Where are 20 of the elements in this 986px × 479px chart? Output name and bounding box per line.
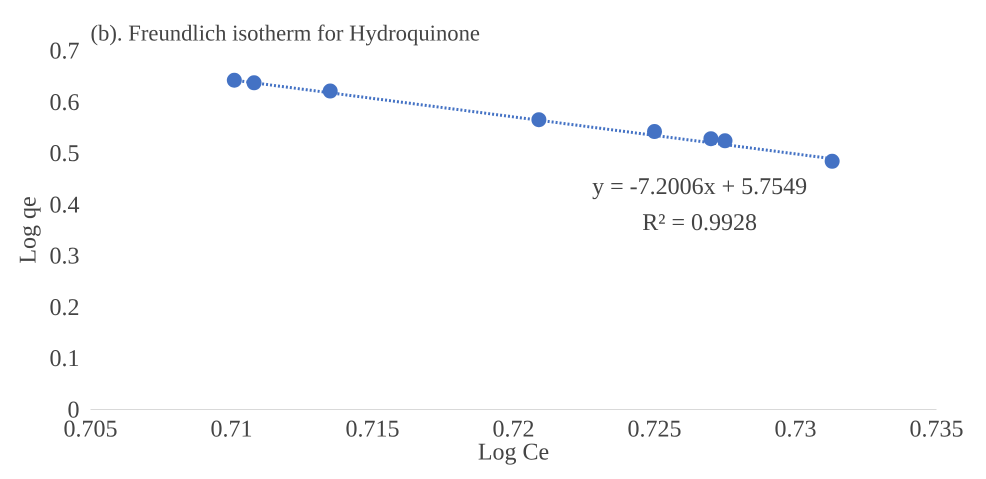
y-tick-label: 0.5 <box>50 141 80 168</box>
x-tick-label: 0.735 <box>910 416 964 442</box>
x-tick-label: 0.725 <box>628 416 682 442</box>
x-tick-label: 0.73 <box>774 416 816 442</box>
y-tick-label: 0.2 <box>50 294 80 321</box>
y-tick-label: 0.4 <box>50 192 80 218</box>
x-tick-label: 0.71 <box>210 416 252 442</box>
x-tick-label: 0.715 <box>346 416 400 442</box>
x-axis-title: Log Ce <box>478 440 550 466</box>
point <box>824 154 840 169</box>
y-axis-title: Log qe <box>16 196 42 264</box>
annotation: y = -7.2006x + 5.7549 <box>592 174 808 200</box>
y-tick-label: 0.1 <box>50 346 80 372</box>
y-tick-label: 0.6 <box>50 90 80 116</box>
annotation: R² = 0.9928 <box>642 210 757 236</box>
x-tick-label: 0.72 <box>492 416 534 442</box>
point <box>226 72 242 88</box>
y-tick-label: 0.7 <box>50 38 80 64</box>
y-tick-label: 0.3 <box>50 244 80 270</box>
chart-title: (b). Freundlich isotherm for Hydroquinone <box>90 20 480 46</box>
